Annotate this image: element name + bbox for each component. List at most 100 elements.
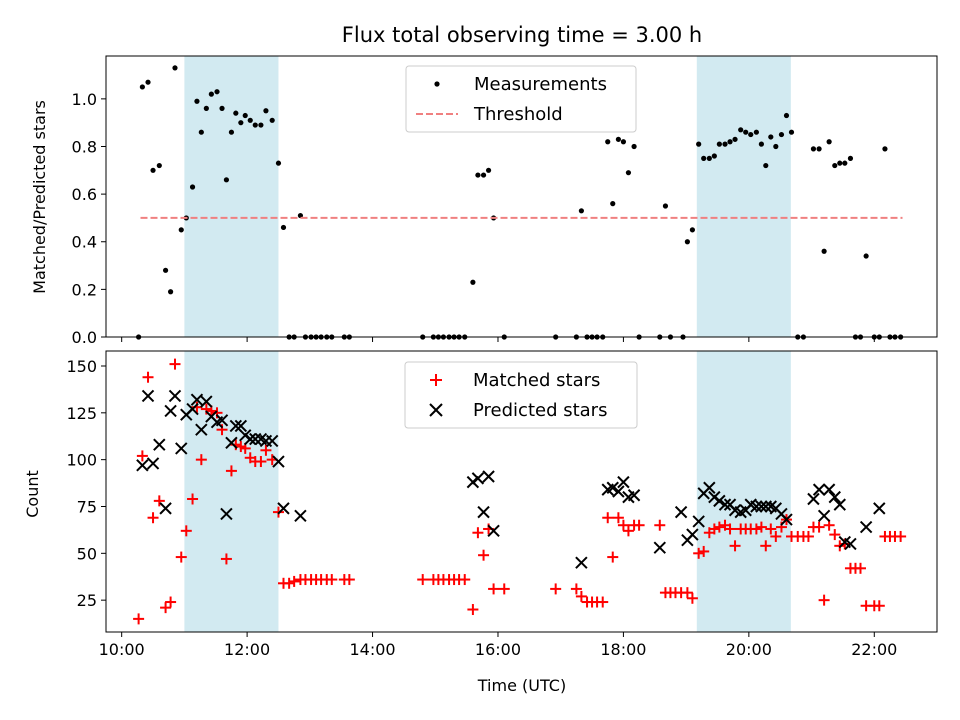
measurements-point bbox=[189, 184, 196, 190]
measurements-point bbox=[214, 89, 220, 95]
measurements-point bbox=[139, 84, 145, 90]
bottom-x-tick: 14:00 bbox=[349, 632, 396, 659]
matched-stars-point bbox=[633, 519, 645, 531]
matched-stars-point bbox=[136, 450, 148, 462]
matched-stars-point bbox=[602, 512, 614, 524]
measurements-point bbox=[247, 117, 253, 123]
predicted-stars-point bbox=[807, 492, 820, 506]
matched-stars-point bbox=[575, 590, 587, 602]
predicted-stars-point bbox=[277, 502, 290, 515]
measurements-point bbox=[228, 129, 235, 135]
matched-stars-point bbox=[175, 551, 187, 563]
predicted-stars-point bbox=[225, 436, 238, 450]
bottom-observing-window-1 bbox=[184, 351, 279, 632]
measurements-point bbox=[743, 129, 749, 135]
matched-stars-point bbox=[260, 444, 272, 456]
bottom-x-tick: 12:00 bbox=[224, 632, 270, 659]
matched-stars-point bbox=[142, 371, 154, 383]
top-y-tick-label: 0.2 bbox=[72, 280, 97, 299]
measurements-point bbox=[748, 131, 754, 138]
measurements-point bbox=[716, 141, 722, 147]
measurements-point bbox=[297, 212, 304, 219]
predicted-stars-point bbox=[653, 541, 666, 554]
measurements-point bbox=[684, 239, 690, 245]
bottom-y-tick: 100 bbox=[66, 451, 106, 470]
measurements-point bbox=[722, 141, 728, 147]
measurements-point bbox=[837, 160, 843, 166]
predicted-stars-point bbox=[249, 432, 262, 446]
matched-stars-point bbox=[765, 523, 777, 535]
matched-stars-point bbox=[472, 527, 484, 539]
matched-stars-point bbox=[750, 523, 762, 535]
bottom-x-tick-label: 14:00 bbox=[349, 640, 395, 659]
predicted-stars-point bbox=[859, 520, 873, 534]
measurements-point bbox=[145, 79, 151, 85]
measurements-point bbox=[610, 201, 616, 207]
predicted-stars-point bbox=[471, 472, 485, 485]
predicted-stars-point bbox=[168, 389, 182, 403]
predicted-stars-point bbox=[190, 393, 204, 406]
top-y-tick-label: 0.0 bbox=[72, 328, 97, 347]
matched-stars-point bbox=[550, 583, 562, 595]
top-observing-window-2 bbox=[696, 56, 791, 337]
top-panel: 0.0 0.2 0.4 0.6 0.8 1.0 Matched/Predicted sta… bbox=[30, 55, 938, 347]
bottom-x-tick-label: 16:00 bbox=[475, 640, 521, 659]
predicted-stars-point bbox=[265, 434, 279, 448]
predicted-stars-point bbox=[141, 389, 155, 403]
bottom-x-tick-label: 10:00 bbox=[99, 640, 145, 659]
matched-stars-point bbox=[724, 523, 736, 535]
matched-stars-point bbox=[467, 604, 479, 616]
matched-stars-point bbox=[708, 523, 720, 535]
legend-matched-marker bbox=[430, 374, 442, 386]
top-y-tick: 1.0 bbox=[72, 90, 106, 109]
predicted-stars-point bbox=[844, 537, 857, 551]
matched-stars-point bbox=[729, 540, 741, 552]
matched-stars-point bbox=[225, 465, 237, 477]
measurements-point bbox=[162, 267, 169, 273]
measurements-point bbox=[847, 155, 854, 161]
bottom-y-tick-label: 25 bbox=[77, 591, 97, 610]
matched-stars-point bbox=[617, 519, 629, 531]
bottom-y-tick-label: 100 bbox=[66, 451, 97, 470]
bottom-panel: 10:00 12:00 14:00 16:00 18:00 20:00 22:00 25 50 7… bbox=[23, 350, 938, 695]
predicted-stars-point bbox=[759, 500, 772, 513]
predicted-stars-point bbox=[272, 455, 285, 468]
predicted-stars-point bbox=[220, 507, 233, 521]
measurements-point bbox=[706, 155, 712, 161]
measurements-point bbox=[578, 208, 584, 214]
bottom-y-tick-label: 50 bbox=[77, 544, 97, 563]
matched-stars-point bbox=[180, 525, 192, 537]
measurements-point bbox=[696, 141, 702, 147]
matched-stars-point bbox=[147, 512, 159, 524]
predicted-stars-point bbox=[234, 419, 248, 433]
bottom-observing-window-2 bbox=[696, 351, 791, 632]
matched-stars-point bbox=[839, 538, 851, 550]
matched-stars-point bbox=[160, 602, 172, 614]
bottom-x-tick-label: 22:00 bbox=[851, 640, 897, 659]
predicted-stars-point bbox=[686, 528, 699, 541]
measurements-point bbox=[711, 153, 717, 159]
bottom-x-tick-label: 18:00 bbox=[600, 640, 646, 659]
predicted-stars-point bbox=[822, 483, 836, 496]
bottom-y-axis-label: Count bbox=[23, 470, 42, 518]
measurements-point bbox=[821, 248, 827, 254]
measurements-point bbox=[832, 162, 838, 169]
measurements-point bbox=[810, 146, 817, 152]
measurements-point bbox=[150, 167, 156, 173]
measurements-point bbox=[788, 129, 795, 135]
matched-stars-point bbox=[713, 521, 725, 533]
top-panel-frame bbox=[105, 55, 938, 338]
top-y-tick: 0.8 bbox=[72, 137, 106, 156]
predicted-stars-point bbox=[200, 395, 213, 408]
matched-stars-point bbox=[681, 587, 693, 599]
matched-stars-point bbox=[829, 529, 841, 541]
matched-stars-point bbox=[417, 574, 429, 586]
predicted-stars-point bbox=[186, 402, 199, 416]
bottom-x-tick-label: 20:00 bbox=[726, 640, 772, 659]
measurements-point bbox=[275, 160, 282, 166]
measurements-point bbox=[203, 105, 209, 111]
matched-stars-point bbox=[770, 530, 782, 542]
measurements-point bbox=[233, 110, 239, 116]
predicted-stars-point bbox=[477, 505, 490, 519]
matched-stars-point bbox=[326, 574, 338, 586]
